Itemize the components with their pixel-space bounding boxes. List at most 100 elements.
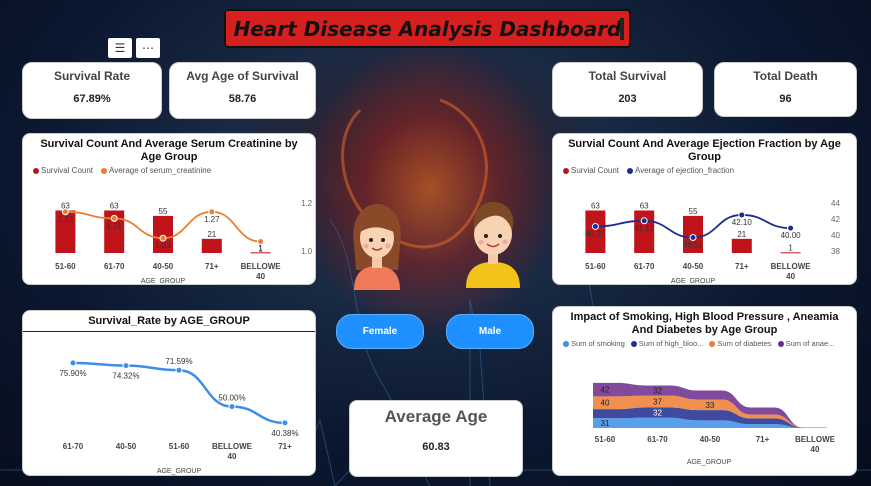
more-icon[interactable]: ⋯ <box>136 38 160 58</box>
kpi-label: Avg Age of Survival <box>186 69 299 83</box>
line-data-label: 42.10 <box>732 218 753 227</box>
chart-title: Survival Count And Average Serum Creatin… <box>40 138 298 163</box>
line-point <box>689 234 697 242</box>
x-axis-title: AGE_GROUP <box>141 278 186 285</box>
x-axis-title: AGE_GROUP <box>687 459 732 466</box>
kpi-value: 96 <box>779 93 792 105</box>
chart-legend: Survial Count Average of ejection_fracti… <box>553 164 856 177</box>
stacked-area <box>593 395 827 428</box>
tick-label: 40 <box>256 272 265 281</box>
series-line <box>72 361 286 425</box>
tick-label: 71+ <box>756 435 770 444</box>
title-bar-accent <box>620 18 624 40</box>
line-data-label: 71.59% <box>165 357 192 366</box>
visual-toolbar: ☰ ⋯ <box>108 38 160 58</box>
chart-legend: Sum of smoking Sum of high_bloo... Sum o… <box>553 337 856 350</box>
tick-label: 40-50 <box>153 262 174 271</box>
kpi-value: 67.89% <box>73 93 111 105</box>
line-point <box>738 211 746 219</box>
tick-label: 40 <box>786 272 795 281</box>
stacked-area <box>593 417 827 428</box>
line-data-label: 74.32% <box>112 372 139 381</box>
line-point <box>228 403 236 411</box>
line-point <box>175 366 183 374</box>
legend-label: Average of ejection_fraction <box>635 166 735 175</box>
line-data-label: 1.03 <box>155 241 171 250</box>
tick-label: 51-60 <box>595 435 616 444</box>
tick-label: 51-60 <box>55 262 76 271</box>
bar-data-label: 63 <box>61 201 70 210</box>
tick-label: 40-50 <box>700 435 721 444</box>
tick-label: 61-70 <box>104 262 125 271</box>
bar <box>780 252 801 254</box>
legend-label: Average of serum_creatinine <box>109 166 212 175</box>
female-button[interactable]: Female <box>336 314 424 349</box>
chart-serum-creatinine-card: Survival Count And Average Serum Creatin… <box>22 133 316 285</box>
line-point <box>61 208 69 216</box>
chart-plot: 75.90% 61-70 74.32% 40-50 71.59% 51-60 50.00% B… <box>59 357 298 475</box>
average-age-value: 60.83 <box>422 441 450 453</box>
stacked-area <box>593 407 827 428</box>
legend-label: Survival Count <box>41 166 94 175</box>
line-point <box>159 234 167 242</box>
kpi-label: Survival Rate <box>53 69 131 83</box>
bar <box>104 210 125 253</box>
female-avatar-icon[interactable] <box>348 200 406 290</box>
legend-item: Survial Count <box>563 166 619 175</box>
legend-item: Sum of diabetes <box>709 339 772 348</box>
tick-label: 71+ <box>278 442 292 451</box>
area-data-label: 42 <box>601 386 610 395</box>
y2-tick-label: 44 <box>831 199 840 208</box>
kpi-value: 58.76 <box>228 93 257 105</box>
male-avatar-icon[interactable] <box>462 196 524 288</box>
chart-title: Survival_Rate by AGE_GROUP <box>23 311 315 332</box>
bar-data-label: 21 <box>207 230 216 239</box>
chart-survival-rate-card: Survival_Rate by AGE_GROUP 75.90% 61-70 74… <box>22 310 316 476</box>
y2-tick-label: 1.2 <box>301 199 313 208</box>
bar <box>55 210 76 253</box>
bar-data-label: 1 <box>788 243 793 252</box>
area-data-label: 40 <box>601 399 610 408</box>
legend-item: Sum of anae... <box>777 339 835 348</box>
line-data-label: 40.00 <box>781 231 802 240</box>
x-axis-title: AGE_GROUP <box>671 278 716 285</box>
tick-label: 71+ <box>735 262 749 271</box>
bar <box>250 252 271 254</box>
line-point <box>640 217 648 225</box>
chart-ejection-fraction-card: Survial Count And Average Ejection Fract… <box>552 133 857 285</box>
legend-item: Average of ejection_fraction <box>627 166 734 175</box>
chart-title: Survial Count And Average Ejection Fract… <box>568 138 841 163</box>
tick-label: 51-60 <box>169 442 190 451</box>
bar-data-label: 55 <box>159 207 168 216</box>
line-data-label: 1 <box>258 245 263 254</box>
line-point <box>122 362 130 370</box>
kpi-value: 203 <box>618 93 637 105</box>
kpi-label: Total Survival <box>588 69 667 83</box>
bar-data-label: 63 <box>640 201 649 210</box>
bar <box>731 238 752 253</box>
male-button[interactable]: Male <box>446 314 534 349</box>
line-data-label: 50.00% <box>218 394 245 403</box>
bar-data-label: 63 <box>591 201 600 210</box>
line-data-label: 38.51 <box>683 241 704 250</box>
kpi-avg-age-survival: Avg Age of Survival 58.76 <box>169 62 316 119</box>
chart-legend: Survival Count Average of serum_creatini… <box>23 164 315 177</box>
line-data-label: 41.17 <box>634 224 655 233</box>
legend-label: Survial Count <box>571 166 620 175</box>
average-age-card: Average Age 60.83 <box>349 400 523 477</box>
filter-icon[interactable]: ☰ <box>108 38 132 58</box>
x-axis-title: AGE_GROUP <box>157 468 202 475</box>
line-point <box>110 214 118 222</box>
tick-label: 61-70 <box>634 262 655 271</box>
area-data-label: 31 <box>601 419 610 428</box>
legend-label: Sum of anae... <box>785 339 835 348</box>
line-data-label: 40.38% <box>271 429 298 438</box>
line-data-label: 1.27 <box>204 215 220 224</box>
tick-label: 40-50 <box>116 442 137 451</box>
stacked-area <box>593 382 827 428</box>
tick-label: 61-70 <box>63 442 84 451</box>
y2-tick-label: 42 <box>831 215 840 224</box>
bar <box>201 238 222 253</box>
